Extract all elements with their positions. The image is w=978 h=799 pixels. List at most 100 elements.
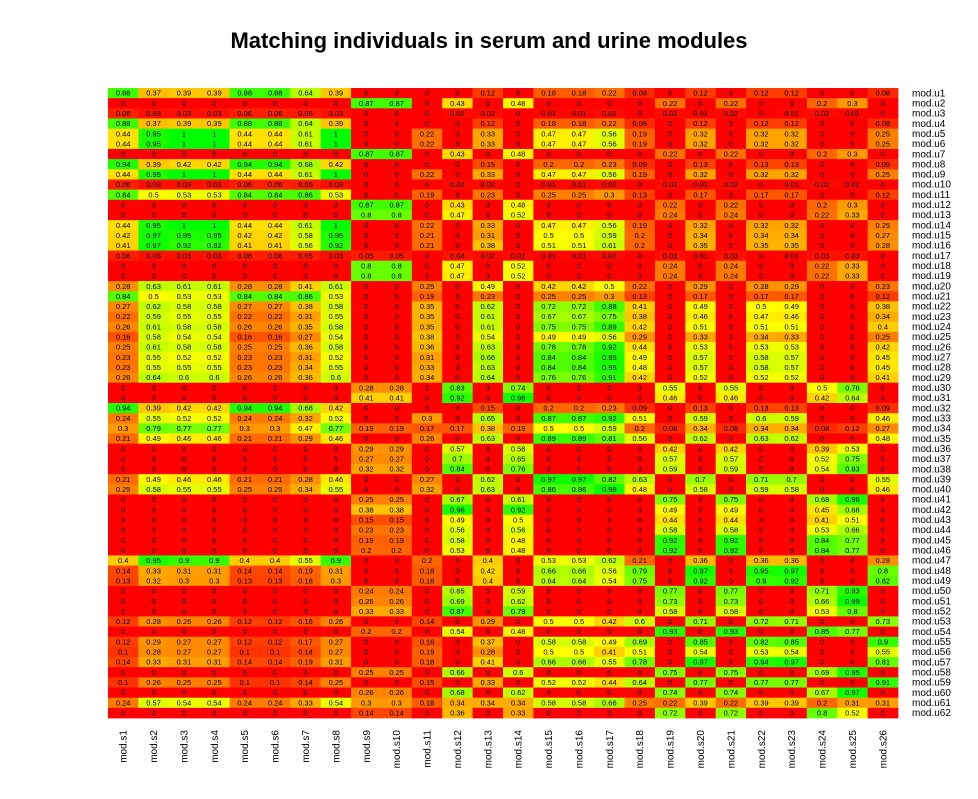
cell-value-label: 0.28 bbox=[481, 648, 496, 657]
cell-value-label: 0 bbox=[395, 221, 399, 230]
y-tick-label: mod.u9 bbox=[912, 170, 946, 181]
heatmap-cell bbox=[503, 270, 534, 282]
heatmap-cell bbox=[381, 352, 413, 363]
heatmap-cell bbox=[806, 555, 838, 566]
heatmap-cell bbox=[594, 118, 625, 130]
cell-value-label: 0 bbox=[182, 383, 186, 392]
cell-value-label: 0.47 bbox=[450, 211, 465, 220]
cell-value-label: 0 bbox=[486, 505, 490, 514]
cell-value-label: 0 bbox=[151, 607, 155, 616]
heatmap-cell bbox=[533, 524, 565, 536]
heatmap-cell bbox=[259, 707, 291, 719]
cell-value-label: 0 bbox=[850, 292, 854, 301]
cell-value-label: 0 bbox=[151, 526, 155, 535]
heatmap-cell bbox=[411, 707, 443, 719]
cell-value-label: 0.27 bbox=[177, 648, 192, 657]
heatmap-cell bbox=[624, 474, 656, 485]
heatmap-cell bbox=[624, 433, 656, 445]
heatmap-cell bbox=[259, 291, 291, 302]
heatmap-cell bbox=[533, 667, 565, 678]
cell-value-label: 0.53 bbox=[541, 556, 556, 565]
cell-value-label: 0.87 bbox=[389, 200, 404, 209]
cell-value-label: 0.12 bbox=[237, 637, 252, 646]
heatmap-cell bbox=[442, 179, 474, 191]
cell-value-label: 0 bbox=[212, 211, 216, 220]
cell-value-label: 0 bbox=[303, 150, 307, 159]
heatmap-cell bbox=[715, 311, 747, 323]
cell-value-label: 0.94 bbox=[754, 658, 769, 667]
heatmap-cell bbox=[624, 463, 656, 475]
heatmap-cell bbox=[806, 352, 838, 363]
cell-value-label: 0 bbox=[303, 454, 307, 463]
cell-value-label: 0 bbox=[121, 505, 125, 514]
cell-value-label: 0.52 bbox=[784, 373, 799, 382]
cell-value-label: 0.41 bbox=[481, 658, 496, 667]
heatmap-cell bbox=[776, 352, 808, 363]
heatmap-cell bbox=[594, 362, 625, 373]
cell-value-label: 0.38 bbox=[359, 505, 374, 514]
cell-value-label: 0 bbox=[546, 526, 550, 535]
cell-value-label: 0 bbox=[820, 129, 824, 138]
heatmap-cell bbox=[654, 423, 686, 434]
heatmap-cell bbox=[168, 616, 200, 627]
cell-value-label: 0.33 bbox=[481, 129, 496, 138]
cell-value-label: 0 bbox=[546, 200, 550, 209]
heatmap-cell bbox=[199, 413, 230, 424]
heatmap-cell bbox=[290, 88, 322, 99]
cell-value-label: 0 bbox=[638, 668, 642, 677]
heatmap-cell bbox=[533, 108, 565, 119]
heatmap-cell bbox=[351, 433, 382, 445]
cell-value-label: 0 bbox=[121, 383, 125, 392]
cell-value-label: 0.32 bbox=[784, 129, 799, 138]
heatmap-cell bbox=[776, 433, 808, 445]
heatmap-cell bbox=[746, 707, 777, 719]
heatmap-cell bbox=[351, 230, 382, 241]
cell-value-label: 0 bbox=[790, 99, 794, 108]
cell-value-label: 0.22 bbox=[116, 312, 131, 321]
cell-value-label: 0.58 bbox=[146, 485, 161, 494]
heatmap-cell bbox=[199, 281, 230, 292]
heatmap-cell bbox=[654, 240, 686, 251]
heatmap-cell bbox=[351, 148, 382, 160]
heatmap-cell bbox=[168, 352, 200, 363]
cell-value-label: 0 bbox=[273, 526, 277, 535]
cell-value-label: 0 bbox=[820, 322, 824, 331]
cell-value-label: 0 bbox=[516, 292, 520, 301]
heatmap-cell bbox=[806, 392, 838, 404]
cell-value-label: 0 bbox=[759, 688, 763, 697]
heatmap-cell bbox=[472, 433, 504, 445]
cell-value-label: 0.77 bbox=[754, 678, 769, 687]
heatmap-cell bbox=[867, 138, 899, 150]
heatmap-cell bbox=[108, 626, 139, 638]
heatmap-cell bbox=[199, 209, 230, 221]
cell-value-label: 0.35 bbox=[420, 302, 435, 311]
cell-value-label: 0 bbox=[790, 709, 794, 718]
cell-value-label: 0 bbox=[486, 515, 490, 524]
cell-value-label: 0 bbox=[607, 99, 611, 108]
cell-value-label: 0 bbox=[516, 648, 520, 657]
cell-value-label: 0.2 bbox=[635, 241, 645, 250]
cell-value-label: 0.88 bbox=[116, 119, 131, 128]
cell-value-label: 0.64 bbox=[541, 576, 556, 585]
cell-value-label: 0.27 bbox=[329, 648, 344, 657]
heatmap-cell bbox=[503, 118, 534, 130]
y-tick-label: mod.u24 bbox=[912, 322, 951, 333]
heatmap-cell bbox=[624, 88, 656, 99]
heatmap-cell bbox=[290, 707, 322, 719]
heatmap-cell bbox=[411, 301, 443, 312]
cell-value-label: 0.24 bbox=[663, 272, 678, 281]
cell-value-label: 0 bbox=[698, 394, 702, 403]
heatmap-cell bbox=[837, 494, 869, 506]
heatmap-cell bbox=[867, 291, 899, 302]
cell-value-label: 0.01 bbox=[541, 109, 556, 118]
heatmap-cell bbox=[168, 179, 200, 191]
heatmap-cell bbox=[351, 128, 382, 140]
cell-value-label: 0.53 bbox=[754, 343, 769, 352]
heatmap-cell bbox=[259, 209, 291, 221]
heatmap-cell bbox=[563, 657, 595, 668]
heatmap-cell bbox=[138, 128, 170, 140]
heatmap-cell bbox=[442, 382, 474, 394]
heatmap-cell bbox=[411, 220, 443, 231]
heatmap-cell bbox=[806, 270, 838, 282]
cell-value-label: 0.96 bbox=[845, 495, 860, 504]
